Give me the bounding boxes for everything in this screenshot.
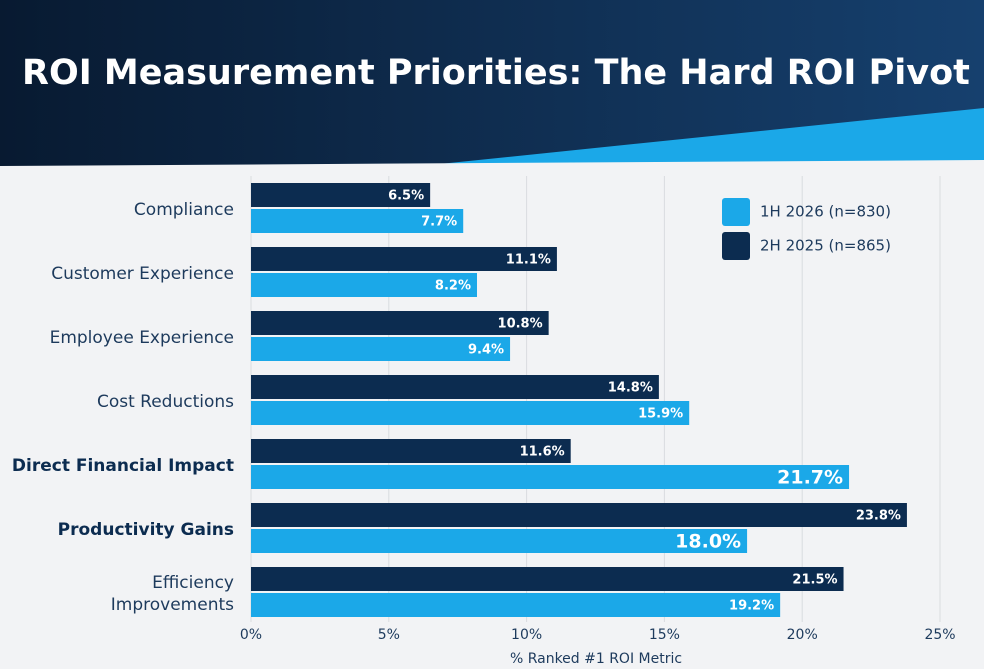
bar <box>251 593 781 617</box>
y-tick-label: Compliance <box>133 200 234 220</box>
legend-swatch <box>722 232 750 260</box>
y-tick-label: Efficiency Improvements <box>110 573 234 615</box>
y-tick-label: Customer Experience <box>51 264 234 284</box>
bar <box>251 183 431 207</box>
value-label: 15.9% <box>638 407 683 422</box>
value-label: 21.5% <box>792 573 837 588</box>
value-label: 23.8% <box>856 509 901 524</box>
value-label: 9.4% <box>468 343 504 358</box>
y-tick-label: Cost Reductions <box>96 392 234 412</box>
x-tick-label: 20% <box>787 627 818 643</box>
y-tick-label: Employee Experience <box>49 328 234 348</box>
chart-title: ROI Measurement Priorities: The Hard ROI… <box>22 53 970 93</box>
value-label: 18.0% <box>675 531 741 553</box>
legend-label: 2H 2025 (n=865) <box>760 237 891 255</box>
bar <box>251 273 477 297</box>
legend-swatch <box>722 198 750 226</box>
y-tick-label: Direct Financial Impact <box>11 456 234 476</box>
value-label: 11.6% <box>520 445 565 460</box>
bar <box>251 337 511 361</box>
bar <box>251 375 659 399</box>
bar <box>251 503 907 527</box>
bar <box>251 439 571 463</box>
bar <box>251 247 557 271</box>
legend-label: 1H 2026 (n=830) <box>760 203 891 221</box>
x-tick-label: 0% <box>240 627 262 643</box>
header-stripe <box>420 108 984 166</box>
value-label: 8.2% <box>435 279 471 294</box>
bar <box>251 311 549 335</box>
value-label: 10.8% <box>498 317 543 332</box>
y-tick-label: Productivity Gains <box>57 520 234 540</box>
x-tick-label: 5% <box>378 627 400 643</box>
bar <box>251 529 748 553</box>
bar <box>251 567 844 591</box>
value-label: 6.5% <box>388 189 424 204</box>
x-tick-label: 10% <box>511 627 542 643</box>
value-label: 7.7% <box>421 215 457 230</box>
x-tick-label: 15% <box>649 627 680 643</box>
value-label: 14.8% <box>608 381 653 396</box>
value-label: 19.2% <box>729 599 774 614</box>
bar <box>251 465 850 489</box>
value-label: 11.1% <box>506 253 551 268</box>
value-label: 21.7% <box>777 467 843 489</box>
bar <box>251 401 690 425</box>
bar <box>251 209 464 233</box>
x-axis-label: % Ranked #1 ROI Metric <box>510 651 682 667</box>
x-tick-label: 25% <box>924 627 955 643</box>
